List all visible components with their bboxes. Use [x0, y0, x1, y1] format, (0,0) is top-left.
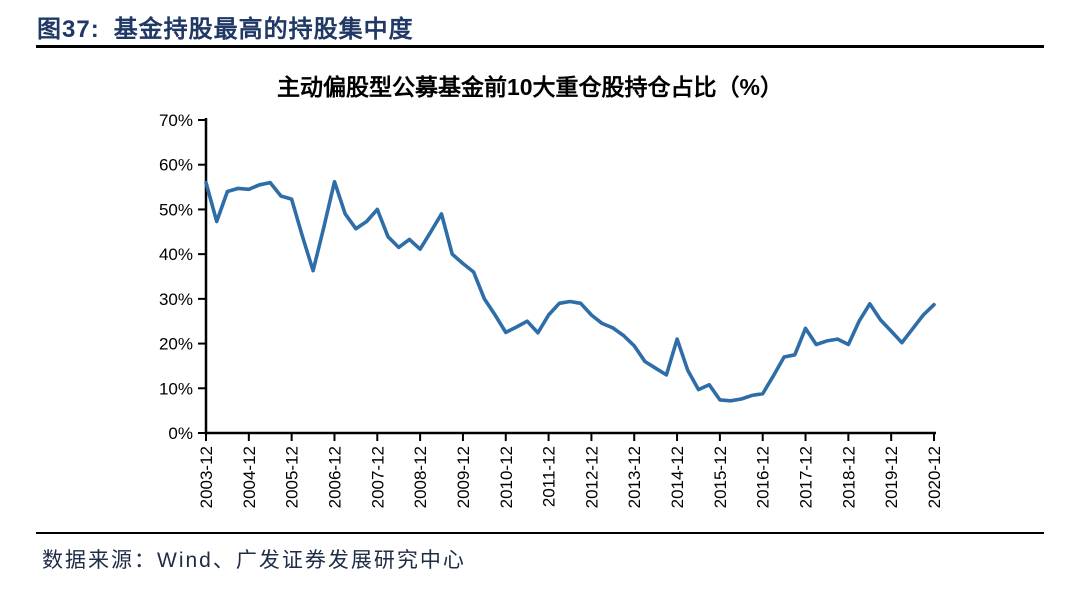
y-tick-label: 20%	[159, 335, 193, 354]
x-tick-label: 2010-12	[497, 446, 516, 508]
x-tick-label: 2012-12	[582, 446, 601, 508]
x-tick-label: 2016-12	[754, 446, 773, 508]
x-tick-label: 2017-12	[797, 446, 816, 508]
source-text: 数据来源：Wind、广发证券发展研究中心	[42, 549, 466, 572]
y-tick-label: 10%	[159, 379, 193, 398]
footer-divider	[36, 532, 1044, 534]
x-tick-label: 2007-12	[368, 446, 387, 508]
x-tick-label: 2008-12	[411, 446, 430, 508]
x-tick-label: 2011-12	[540, 446, 559, 507]
x-tick-label: 2020-12	[925, 446, 944, 508]
chart-title: 主动偏股型公募基金前10大重仓股持仓占比（%）	[276, 74, 784, 100]
x-tick-label: 2009-12	[454, 446, 473, 508]
series-line	[204, 179, 936, 403]
figure-number-label: 图37:	[37, 16, 100, 43]
plot-svg: 0% 10% 20% 30% 40% 50% 60% 70% 2003-12 2004-12 200…	[159, 111, 944, 508]
header-divider	[36, 45, 1044, 48]
figure-header: 图37: 基金持股最高的持股集中度	[37, 9, 414, 44]
x-tick-label: 2013-12	[625, 446, 644, 508]
y-tick-label: 50%	[159, 200, 193, 219]
y-tick-label: 70%	[159, 111, 193, 130]
x-tick-label: 2003-12	[197, 446, 216, 508]
x-tick-label: 2004-12	[240, 446, 259, 508]
x-tick-label: 2019-12	[882, 446, 901, 508]
y-tick-label: 0%	[168, 424, 193, 443]
x-tick-label: 2005-12	[283, 446, 302, 508]
figure-title: 基金持股最高的持股集中度	[113, 16, 414, 43]
y-tick-label: 40%	[159, 245, 193, 264]
y-tick-label: 60%	[159, 156, 193, 175]
y-tick-label: 30%	[159, 290, 193, 309]
x-tick-label: 2006-12	[325, 446, 344, 508]
x-tick-label: 2018-12	[839, 446, 858, 508]
x-tick-label: 2014-12	[668, 446, 687, 508]
x-tick-label: 2015-12	[711, 446, 730, 508]
